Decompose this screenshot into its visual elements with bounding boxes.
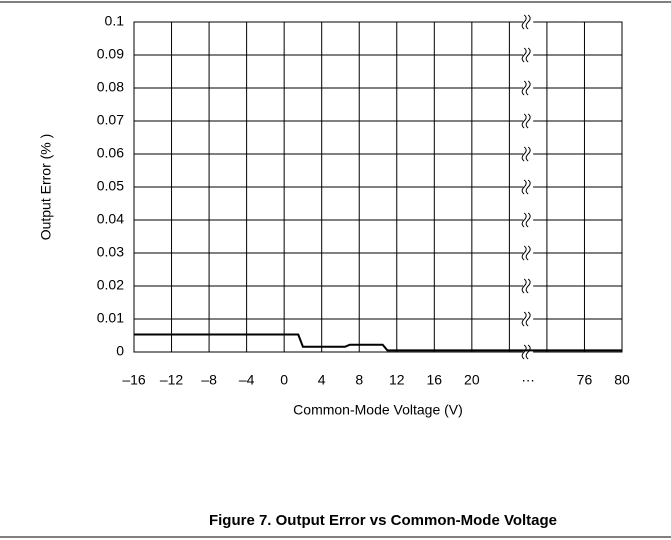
break-mark (521, 80, 527, 96)
y-axis-label: Output Error (% ) (38, 134, 54, 241)
x-tick-label: 8 (355, 372, 363, 388)
break-mark (521, 278, 527, 294)
break-mark (521, 113, 527, 129)
x-tick-label: –16 (122, 372, 146, 388)
break-mark (525, 47, 531, 63)
x-tick-label: 4 (318, 372, 326, 388)
break-mark (525, 311, 531, 327)
break-mark (521, 212, 527, 228)
x-tick-label: –4 (239, 372, 255, 388)
break-mark (525, 245, 531, 261)
break-mark (525, 179, 531, 195)
break-mark (525, 113, 531, 129)
break-mark (525, 278, 531, 294)
y-tick-label: 0.04 (97, 211, 124, 227)
break-mark (525, 212, 531, 228)
y-tick-label: 0.01 (97, 310, 124, 326)
x-break-label: … (521, 369, 535, 385)
y-tick-label: 0.06 (97, 145, 124, 161)
break-mark (521, 14, 527, 30)
x-tick-label: –12 (160, 372, 184, 388)
y-tick-label: 0.02 (97, 277, 124, 293)
x-axis-label: Common-Mode Voltage (V) (293, 402, 463, 418)
x-tick-label: 0 (280, 372, 288, 388)
data-line (134, 333, 622, 352)
break-mark (525, 14, 531, 30)
chart-title: Figure 7. Output Error vs Common-Mode Vo… (209, 512, 557, 529)
x-tick-label: 16 (427, 372, 443, 388)
y-tick-label: 0.03 (97, 244, 124, 260)
break-mark (521, 47, 527, 63)
x-tick-label: 12 (389, 372, 405, 388)
break-mark (521, 245, 527, 261)
break-mark (521, 344, 527, 360)
y-tick-label: 0.07 (97, 112, 124, 128)
y-tick-label: 0.09 (97, 46, 124, 62)
y-tick-label: 0.08 (97, 79, 124, 95)
break-mark (521, 146, 527, 162)
y-tick-label: 0.1 (105, 13, 125, 29)
break-mark (525, 80, 531, 96)
break-mark (521, 311, 527, 327)
y-tick-label: 0.05 (97, 178, 124, 194)
break-mark (521, 179, 527, 195)
x-tick-label: 20 (464, 372, 480, 388)
break-mark (525, 344, 531, 360)
break-mark (525, 146, 531, 162)
x-tick-label: 76 (577, 372, 593, 388)
x-tick-label: –8 (201, 372, 217, 388)
x-tick-label: 80 (614, 372, 630, 388)
y-tick-label: 0 (116, 343, 124, 359)
